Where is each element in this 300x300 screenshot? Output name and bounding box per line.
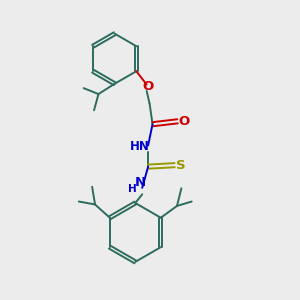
Text: O: O [178, 115, 190, 128]
Text: S: S [176, 159, 186, 172]
Text: O: O [142, 80, 154, 93]
Text: H: H [128, 184, 137, 194]
Text: N: N [135, 176, 146, 189]
Text: HN: HN [130, 140, 150, 153]
